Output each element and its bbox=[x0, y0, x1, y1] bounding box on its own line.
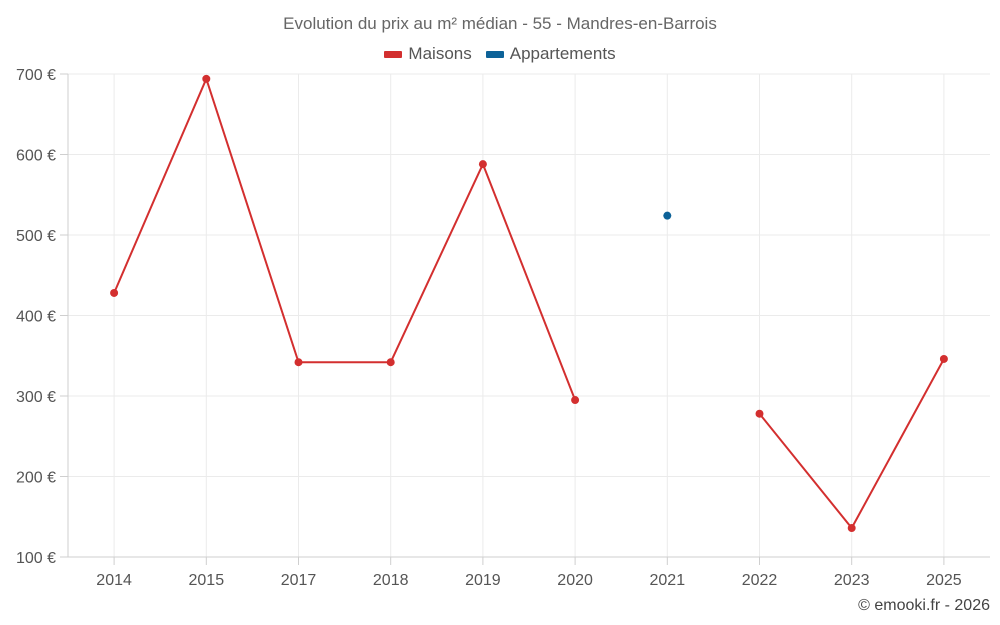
y-tick-label: 400 € bbox=[16, 309, 56, 326]
data-point-maisons bbox=[294, 358, 303, 367]
y-tick-label: 100 € bbox=[16, 550, 56, 567]
data-point-maisons bbox=[110, 288, 119, 297]
data-point-maisons bbox=[386, 358, 395, 367]
credit-text: © emooki.fr - 2026 bbox=[858, 597, 990, 614]
x-tick-label: 2025 bbox=[926, 572, 962, 589]
x-tick-label: 2019 bbox=[465, 572, 501, 589]
data-point-maisons bbox=[571, 396, 580, 405]
y-tick-label: 700 € bbox=[16, 67, 56, 84]
data-point-maisons bbox=[478, 160, 487, 169]
y-tick-label: 200 € bbox=[16, 470, 56, 487]
chart-title: Evolution du prix au m² médian - 55 - Ma… bbox=[283, 14, 717, 33]
x-tick-label: 2015 bbox=[189, 572, 225, 589]
data-point-maisons bbox=[755, 409, 764, 418]
series-line-maisons bbox=[113, 77, 577, 401]
legend-swatch-appartements bbox=[485, 50, 504, 58]
x-tick-label: 2018 bbox=[373, 572, 409, 589]
x-tick-label: 2014 bbox=[96, 572, 132, 589]
legend-label-appartements: Appartements bbox=[509, 44, 616, 63]
data-point-appartements bbox=[663, 211, 672, 220]
x-tick-label: 2021 bbox=[650, 572, 686, 589]
x-tick-label: 2022 bbox=[742, 572, 778, 589]
data-point-maisons bbox=[939, 354, 948, 363]
x-tick-label: 2020 bbox=[557, 572, 593, 589]
legend-item-maisons[interactable]: Maisons bbox=[384, 44, 472, 64]
y-tick-label: 500 € bbox=[16, 228, 56, 245]
y-tick-label: 300 € bbox=[16, 389, 56, 406]
data-point-maisons bbox=[847, 524, 856, 533]
legend-swatch-maisons bbox=[384, 50, 403, 58]
legend: Maisons Appartements bbox=[0, 44, 1000, 64]
legend-item-appartements[interactable]: Appartements bbox=[485, 44, 616, 64]
legend-label-maisons: Maisons bbox=[408, 44, 472, 63]
data-point-maisons bbox=[202, 74, 211, 83]
y-tick-label: 600 € bbox=[16, 148, 56, 165]
x-tick-label: 2023 bbox=[834, 572, 870, 589]
x-tick-label: 2017 bbox=[281, 572, 317, 589]
